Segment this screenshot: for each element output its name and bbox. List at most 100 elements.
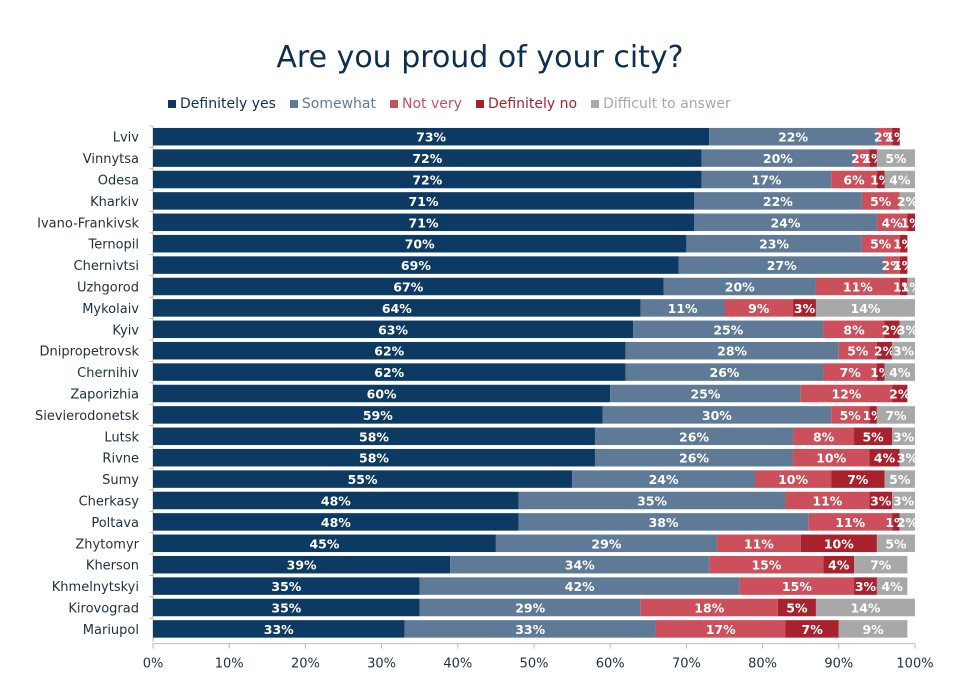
data-label: 4% (882, 579, 904, 594)
bar-segment-definitely_yes (153, 256, 679, 274)
bar-segment-not_very (884, 256, 900, 274)
bar-segment-not_very (861, 234, 900, 253)
data-label: 7% (840, 365, 862, 380)
data-label: 59% (363, 408, 393, 423)
data-label: 67% (393, 280, 423, 295)
category-label: Chernihiv (77, 366, 139, 381)
data-label: 72% (412, 151, 442, 166)
data-label: 11% (843, 280, 873, 295)
data-label: 5% (786, 601, 808, 616)
legend-swatch (591, 100, 600, 108)
bar-segment-definitely_no (899, 256, 908, 274)
data-label: 73% (416, 130, 446, 145)
category-label: Mariupol (83, 623, 139, 638)
category-label: Odesa (98, 174, 139, 189)
data-label: 72% (412, 173, 442, 188)
data-label: 1% (901, 215, 923, 230)
data-label: 2% (882, 258, 904, 273)
bar-segment-somewhat (625, 363, 824, 381)
bar-segment-not_very (793, 427, 855, 446)
legend-label: Definitely yes (180, 96, 276, 112)
data-label: 11% (744, 536, 774, 551)
bar-segment-somewhat (709, 127, 877, 146)
bar-segment-difficult (892, 341, 915, 360)
data-label: 14% (851, 601, 881, 616)
category-label: Uzhgorod (77, 281, 139, 296)
legend-label: Somewhat (301, 96, 377, 112)
category-label: Ivano-Frankivsk (37, 216, 139, 231)
bar-segment-not_very (838, 341, 877, 360)
bar-segment-difficult (892, 427, 915, 446)
bar-segment-definitely_no (777, 598, 816, 617)
data-label: 26% (679, 451, 709, 466)
data-label: 7% (885, 408, 907, 423)
data-label: 9% (862, 622, 884, 637)
bar-segment-somewhat (450, 555, 710, 574)
legend-item-definitely_no: Definitely no (475, 96, 577, 112)
bar-segment-definitely_no (869, 448, 900, 467)
bar-segment-not_very (876, 127, 893, 146)
category-label: Kyiv (112, 323, 139, 338)
bar-segment-definitely_yes (153, 406, 603, 424)
legend-item-definitely_yes: Definitely yes (168, 96, 276, 112)
data-label: 23% (759, 237, 789, 252)
bar-segment-somewhat (678, 256, 885, 274)
data-label: 62% (374, 344, 404, 359)
data-label: 25% (713, 322, 743, 337)
data-label: 5% (840, 408, 862, 423)
bar-segment-somewhat (419, 598, 641, 617)
data-label: 11% (668, 301, 698, 316)
data-label: 2% (851, 151, 873, 166)
x-tick-label: 30% (367, 657, 396, 672)
data-label: 34% (565, 558, 595, 573)
data-label: 11% (812, 494, 842, 509)
data-label: 45% (309, 536, 339, 551)
bar-segment-definitely_yes (153, 320, 634, 339)
data-label: 10% (778, 472, 808, 487)
bar-segment-definitely_yes (153, 277, 664, 296)
bar-segment-definitely_yes (153, 127, 710, 146)
data-label: 48% (321, 515, 351, 530)
legend-label: Difficult to answer (603, 96, 731, 112)
x-tick-label: 70% (672, 657, 701, 672)
bar-segment-definitely_no (823, 555, 855, 574)
bar-segment-definitely_no (831, 470, 885, 488)
bar-segment-definitely_yes (153, 491, 519, 510)
data-label: 3% (897, 322, 919, 337)
data-label: 12% (831, 387, 861, 402)
bar-segment-definitely_no (785, 620, 839, 638)
bar-segment-definitely_no (876, 363, 885, 381)
data-label: 14% (851, 301, 881, 316)
bar-segment-somewhat (701, 149, 855, 167)
bar-segment-definitely_no (876, 341, 893, 360)
data-label: 9% (748, 301, 770, 316)
bar-segment-difficult (899, 513, 915, 531)
legend-swatch (168, 100, 176, 108)
data-label: 3% (855, 579, 877, 594)
legend-swatch (289, 100, 298, 108)
data-label: 71% (409, 194, 439, 209)
bar-segment-difficult (838, 620, 908, 638)
bar-segment-not_very (854, 149, 870, 167)
data-label: 69% (401, 258, 431, 273)
data-label: 4% (889, 173, 911, 188)
data-label: 63% (378, 322, 408, 337)
bar-segment-difficult (907, 277, 915, 296)
bar-segment-definitely_yes (153, 598, 420, 617)
category-label: Rivne (102, 452, 139, 467)
bar-segment-somewhat (594, 427, 794, 446)
legend: Definitely yes Somewhat Not very Definitely… (168, 96, 731, 112)
bar-segment-not_very (823, 320, 885, 339)
bar-segment-difficult (815, 598, 915, 617)
bar-segment-definitely_no (892, 513, 900, 531)
bar-segment-definitely_yes (153, 448, 595, 467)
data-label: 15% (782, 579, 812, 594)
bar-segment-difficult (876, 534, 915, 553)
x-tick-label: 20% (291, 657, 320, 672)
data-label: 26% (679, 429, 709, 444)
data-label: 8% (843, 322, 865, 337)
data-label: 11% (835, 515, 865, 530)
data-label: 2% (889, 387, 911, 402)
bar-segment-definitely_yes (153, 341, 626, 360)
